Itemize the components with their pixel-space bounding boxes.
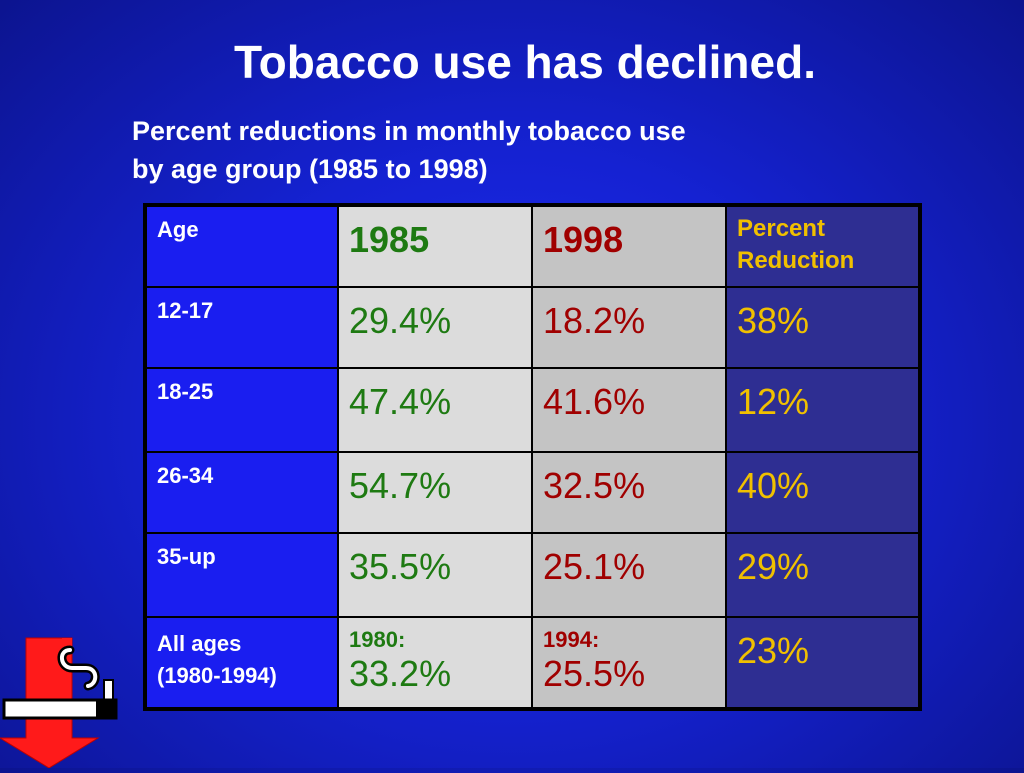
header-reduction-line-2: Reduction xyxy=(737,247,855,274)
value-1994: 25.5% xyxy=(543,653,646,694)
value-1998-cell: 32.5% xyxy=(531,451,727,534)
table-row: 35-up 35.5% 25.1% 29% xyxy=(144,532,921,618)
no-smoking-decline-icon xyxy=(0,630,124,769)
all-ages-range: (1980-1994) xyxy=(157,663,277,688)
reduction-cell-all-ages: 23% xyxy=(725,616,921,710)
header-reduction-line-1: Percent xyxy=(737,215,826,242)
tobacco-use-table: Age 1985 1998 Percent Reduction 12-17 29… xyxy=(143,203,922,711)
value-1998-cell: 25.1% xyxy=(531,532,727,618)
year-1980-label: 1980: xyxy=(349,627,406,652)
age-cell: 12-17 xyxy=(144,286,339,369)
table-row: 12-17 29.4% 18.2% 38% xyxy=(144,286,921,369)
header-percent-reduction: Percent Reduction xyxy=(725,204,921,288)
value-1998-cell: 41.6% xyxy=(531,367,727,453)
value-1985-cell: 54.7% xyxy=(337,451,533,534)
table-row: 26-34 54.7% 32.5% 40% xyxy=(144,451,921,534)
slide-subtitle: Percent reductions in monthly tobacco us… xyxy=(132,112,892,188)
value-1985-cell: 35.5% xyxy=(337,532,533,618)
slide-title: Tobacco use has declined. xyxy=(234,36,816,88)
table-header-row: Age 1985 1998 Percent Reduction xyxy=(144,204,921,288)
value-1980: 33.2% xyxy=(349,653,452,694)
value-1985-cell: 47.4% xyxy=(337,367,533,453)
value-1994-cell: 1994: 25.5% xyxy=(531,616,727,710)
subtitle-line-1: Percent reductions in monthly tobacco us… xyxy=(132,116,686,146)
all-ages-label: All ages xyxy=(157,631,242,656)
value-1985-cell: 29.4% xyxy=(337,286,533,369)
reduction-cell: 40% xyxy=(725,451,921,534)
header-1998: 1998 xyxy=(531,204,727,288)
header-age: Age xyxy=(144,204,339,288)
reduction-cell: 12% xyxy=(725,367,921,453)
subtitle-line-2: by age group (1985 to 1998) xyxy=(132,154,488,184)
age-cell: 26-34 xyxy=(144,451,339,534)
header-1985: 1985 xyxy=(337,204,533,288)
value-1998-cell: 18.2% xyxy=(531,286,727,369)
value-1980-cell: 1980: 33.2% xyxy=(337,616,533,710)
table-row: 18-25 47.4% 41.6% 12% xyxy=(144,367,921,453)
age-cell-all-ages: All ages (1980-1994) xyxy=(144,616,339,710)
age-cell: 18-25 xyxy=(144,367,339,453)
table-row-all-ages: All ages (1980-1994) 1980: 33.2% 1994: 2… xyxy=(144,616,921,710)
reduction-cell: 38% xyxy=(725,286,921,369)
reduction-cell: 29% xyxy=(725,532,921,618)
age-cell: 35-up xyxy=(144,532,339,618)
year-1994-label: 1994: xyxy=(543,627,600,652)
